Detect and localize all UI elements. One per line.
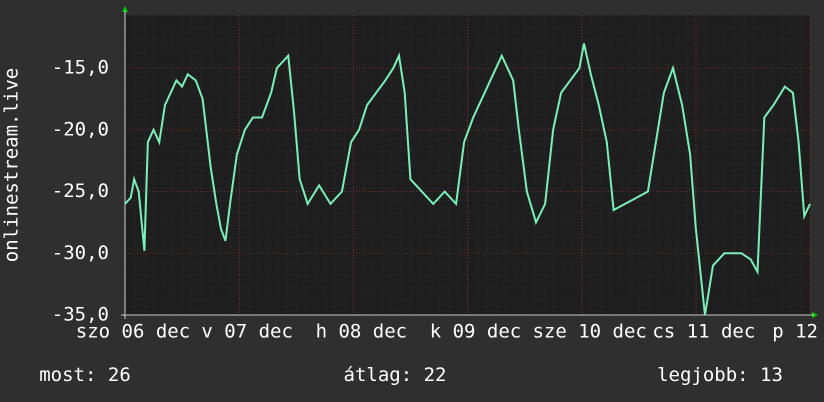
y-tick-label: -30,0 (52, 242, 109, 264)
line (124, 43, 811, 316)
y-tick-label: -20,0 (52, 118, 109, 140)
x-tick-label: p 12 dec (772, 321, 824, 343)
x-tick-label: sze 10 dec (532, 321, 646, 343)
x-tick-label: k 09 dec (430, 321, 522, 343)
stat-label: átlag: (344, 364, 413, 386)
stat: most: 26 (39, 364, 131, 386)
y-tick-label: -15,0 (52, 57, 109, 79)
stat-value: 22 (424, 364, 447, 386)
x-tick-label: szo 06 dec (76, 321, 190, 343)
stat-value: 13 (760, 364, 783, 386)
axis-arrow (812, 312, 818, 318)
x-tick-label: v 07 dec (201, 321, 293, 343)
x-tick-label: cs 11 dec (652, 321, 755, 343)
y-axis-label: onlinestream.live (1, 68, 23, 262)
stat-label: legjobb: (657, 364, 749, 386)
stat: átlag: 22 (344, 364, 447, 386)
stat: legjobb: 13 (657, 364, 783, 386)
y-tick-label: -35,0 (52, 304, 109, 326)
x-tick-label: h 08 dec (316, 321, 408, 343)
y-tick-label: -25,0 (52, 180, 109, 202)
axis-arrow (122, 6, 128, 12)
stat-value: 26 (108, 364, 131, 386)
stat-label: most: (39, 364, 96, 386)
